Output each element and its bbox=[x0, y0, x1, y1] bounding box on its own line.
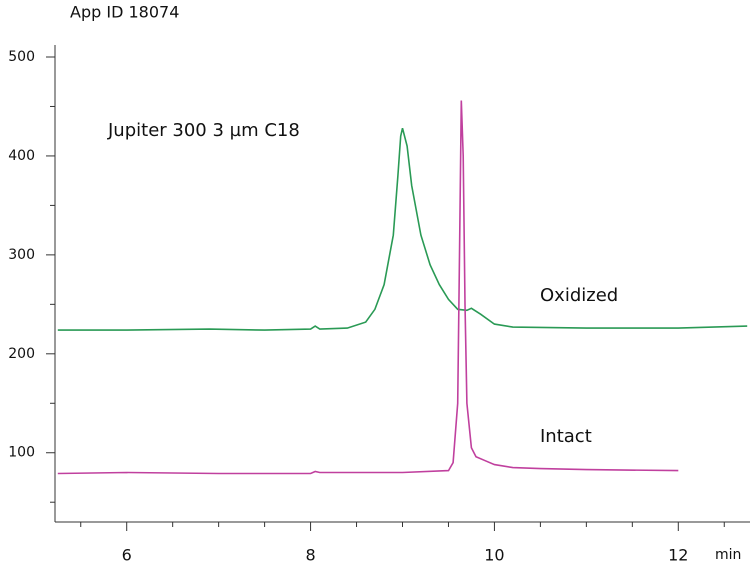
annotation: Jupiter 300 3 µm C18 bbox=[107, 120, 300, 141]
chart-title: App ID 18074 bbox=[70, 3, 179, 22]
series-label: Oxidized bbox=[540, 285, 618, 306]
y-tick-label: 100 bbox=[8, 445, 35, 461]
y-tick-label: 500 bbox=[8, 49, 35, 65]
series-label: Intact bbox=[540, 426, 592, 447]
y-tick-label: 300 bbox=[8, 247, 35, 263]
x-tick-label: 12 bbox=[668, 546, 688, 565]
y-tick-label: 200 bbox=[8, 346, 35, 362]
x-axis-label: min bbox=[715, 547, 741, 563]
x-tick-label: 6 bbox=[122, 546, 132, 565]
series-line bbox=[57, 100, 679, 475]
x-tick-label: 8 bbox=[305, 546, 315, 565]
x-tick-label: 10 bbox=[484, 546, 504, 565]
series-line bbox=[57, 127, 748, 331]
y-tick-label: 400 bbox=[8, 148, 35, 164]
